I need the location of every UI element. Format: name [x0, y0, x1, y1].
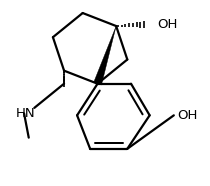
Text: HN: HN: [16, 107, 35, 120]
Text: OH: OH: [177, 109, 198, 122]
Text: OH: OH: [157, 18, 177, 31]
Polygon shape: [94, 26, 116, 85]
